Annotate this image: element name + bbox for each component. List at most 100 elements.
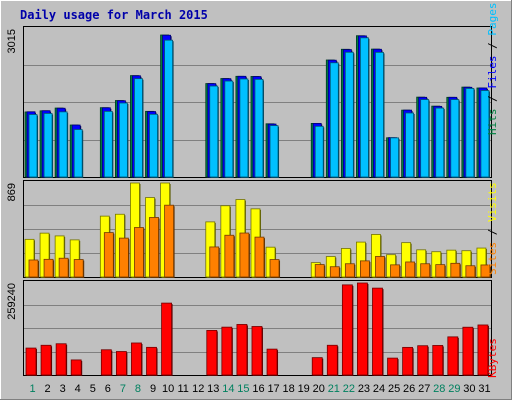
legend-bottom: KBytes	[486, 338, 499, 378]
bar-pages-day-26	[405, 112, 415, 178]
legend-entry-pages: Pages	[486, 3, 499, 36]
bar-pages-day-29	[450, 99, 460, 178]
y-axis-max-top: 3015	[6, 29, 18, 53]
bar-sites-day-26	[405, 261, 416, 278]
y-axis-max-middle: 869	[6, 183, 18, 201]
bar-kbytes-day-3	[55, 343, 67, 376]
bar-pages-day-14	[224, 80, 234, 178]
y-axis-max-bottom: 259240	[6, 283, 18, 320]
bar-kbytes-day-28	[432, 345, 444, 376]
bar-kbytes-day-13	[206, 330, 218, 376]
x-tick-label-day-16: 16	[252, 383, 264, 395]
x-tick-label-day-6: 6	[105, 383, 111, 395]
bar-pages-day-24	[375, 51, 384, 178]
bar-sites-day-13	[209, 246, 220, 278]
x-tick-label-day-12: 12	[192, 383, 204, 395]
bar-pages-day-20	[314, 125, 324, 178]
bar-kbytes-day-27	[417, 345, 429, 376]
bar-sites-day-10	[164, 204, 174, 278]
x-tick-label-day-9: 9	[150, 383, 156, 395]
x-tick-label-day-17: 17	[267, 383, 279, 395]
bar-sites-day-3	[58, 257, 69, 278]
panel-top: 3015 Hits / Files / Pages	[6, 3, 499, 179]
x-tick-label-day-1: 1	[29, 383, 35, 395]
bar-sites-day-9	[149, 217, 159, 278]
bar-kbytes-day-25	[387, 357, 398, 376]
bar-sites-day-1	[28, 259, 39, 278]
x-tick-label-day-31: 31	[478, 383, 490, 395]
bar-pages-day-1	[28, 114, 38, 178]
bar-pages-day-25	[390, 137, 399, 178]
legend-entry-sites: Sites	[486, 242, 499, 275]
legend-separator: /	[486, 89, 499, 109]
bar-sites-day-30	[465, 265, 476, 278]
bar-sites-day-24	[375, 256, 385, 278]
chart-title: Daily usage for March 2015	[20, 8, 208, 22]
bar-pages-day-27	[420, 99, 430, 178]
x-tick-label-day-27: 27	[418, 383, 430, 395]
bar-kbytes-day-23	[357, 282, 368, 376]
bar-kbytes-day-1	[25, 347, 37, 376]
x-tick-label-day-24: 24	[373, 383, 385, 395]
bar-kbytes-day-15	[236, 324, 248, 376]
legend-top: Hits / Files / Pages	[486, 3, 499, 136]
x-tick-label-day-29: 29	[448, 383, 460, 395]
bar-sites-day-4	[73, 259, 84, 278]
legend-entry-hits: Hits	[486, 109, 499, 136]
bar-pages-day-15	[239, 78, 249, 178]
bar-kbytes-day-9	[146, 346, 157, 376]
legend-entry-files: Files	[486, 56, 499, 89]
bar-sites-day-21	[329, 266, 340, 278]
chart-panels: 3015 Hits / Files / Pages 869 Sites / Visit…	[6, 3, 499, 378]
bar-kbytes-day-29	[447, 336, 459, 376]
x-tick-label-day-5: 5	[90, 383, 96, 395]
x-tick-label-day-19: 19	[298, 383, 310, 395]
bar-kbytes-day-26	[402, 346, 414, 376]
bar-kbytes-day-4	[70, 359, 82, 376]
bar-sites-day-16	[254, 236, 265, 278]
x-tick-label-day-25: 25	[388, 383, 400, 395]
bar-kbytes-day-8	[131, 342, 142, 376]
bar-sites-day-31	[480, 264, 491, 278]
x-tick-label-day-11: 11	[177, 383, 188, 395]
x-tick-label-day-15: 15	[237, 383, 249, 395]
x-tick-label-day-3: 3	[60, 383, 66, 395]
bar-pages-day-10	[164, 39, 173, 178]
x-tick-label-day-22: 22	[343, 383, 355, 395]
bar-pages-day-22	[344, 51, 354, 178]
x-tick-label-day-8: 8	[135, 383, 141, 395]
legend-entry-kbytes: KBytes	[486, 338, 499, 378]
x-tick-label-day-10: 10	[162, 383, 174, 395]
bar-sites-day-6	[103, 232, 114, 278]
bar-sites-day-23	[360, 260, 370, 278]
bar-pages-day-8	[134, 78, 143, 178]
bar-kbytes-day-31	[477, 324, 489, 376]
x-tick-label-day-4: 4	[75, 383, 81, 395]
bar-pages-day-17	[269, 125, 279, 178]
bar-kbytes-day-10	[161, 302, 172, 376]
bar-pages-day-21	[329, 62, 339, 178]
bar-kbytes-day-17	[266, 348, 278, 376]
bar-pages-day-28	[435, 107, 445, 178]
bar-sites-day-8	[134, 227, 144, 278]
x-tick-label-day-26: 26	[403, 383, 415, 395]
bar-sites-day-28	[435, 264, 446, 278]
bar-sites-day-22	[344, 263, 355, 278]
x-tick-label-day-28: 28	[433, 383, 445, 395]
bar-sites-day-17	[269, 259, 280, 278]
x-tick-label-day-13: 13	[207, 383, 219, 395]
bar-sites-day-20	[314, 264, 325, 278]
bar-kbytes-day-21	[326, 344, 338, 376]
bar-sites-day-27	[420, 263, 431, 278]
bar-sites-day-7	[118, 237, 129, 278]
bar-pages-day-31	[480, 90, 490, 178]
bar-kbytes-day-24	[372, 287, 383, 376]
x-tick-label-day-23: 23	[358, 383, 370, 395]
bar-pages-day-3	[58, 111, 68, 178]
bar-sites-day-2	[43, 258, 54, 278]
bar-kbytes-day-7	[115, 351, 127, 376]
bar-kbytes-day-6	[100, 349, 112, 376]
bar-pages-day-9	[149, 113, 158, 178]
bar-kbytes-day-14	[221, 326, 233, 376]
